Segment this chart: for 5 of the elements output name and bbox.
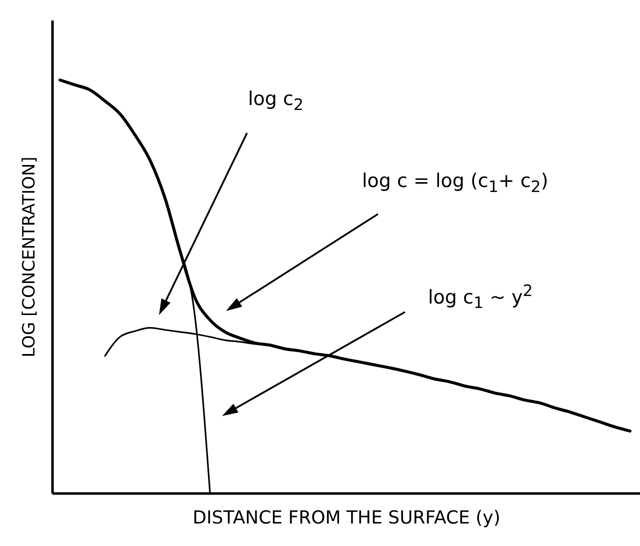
annotation: log c$_{1}$ ~ y$^{2}$ <box>428 281 533 312</box>
y-axis-title: LOG [CONCENTRATION] <box>20 156 40 358</box>
annotation: log c$_{2}$ <box>248 88 304 114</box>
x-axis-title: DISTANCE FROM THE SURFACE (y) <box>192 508 500 528</box>
annotation: log c = log (c$_{1}$+ c$_{2}$) <box>362 170 548 196</box>
